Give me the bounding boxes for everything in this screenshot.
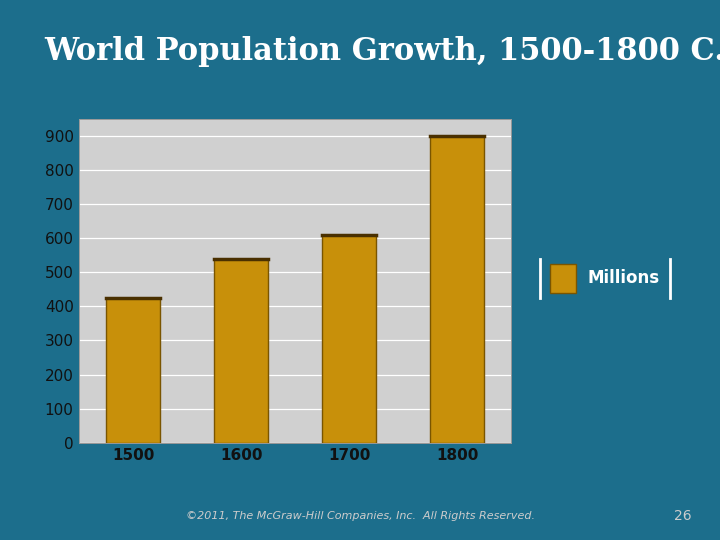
Bar bbox=[550, 264, 576, 293]
Bar bbox=[323, 235, 376, 443]
Bar bbox=[107, 298, 160, 443]
Text: 26: 26 bbox=[674, 509, 691, 523]
Text: ©2011, The McGraw-Hill Companies, Inc.  All Rights Reserved.: ©2011, The McGraw-Hill Companies, Inc. A… bbox=[186, 511, 534, 521]
Text: World Population Growth, 1500-1800 C.E.: World Population Growth, 1500-1800 C.E. bbox=[45, 36, 720, 67]
Text: Millions: Millions bbox=[588, 269, 660, 287]
Bar bbox=[215, 259, 268, 443]
Bar bbox=[431, 136, 484, 443]
